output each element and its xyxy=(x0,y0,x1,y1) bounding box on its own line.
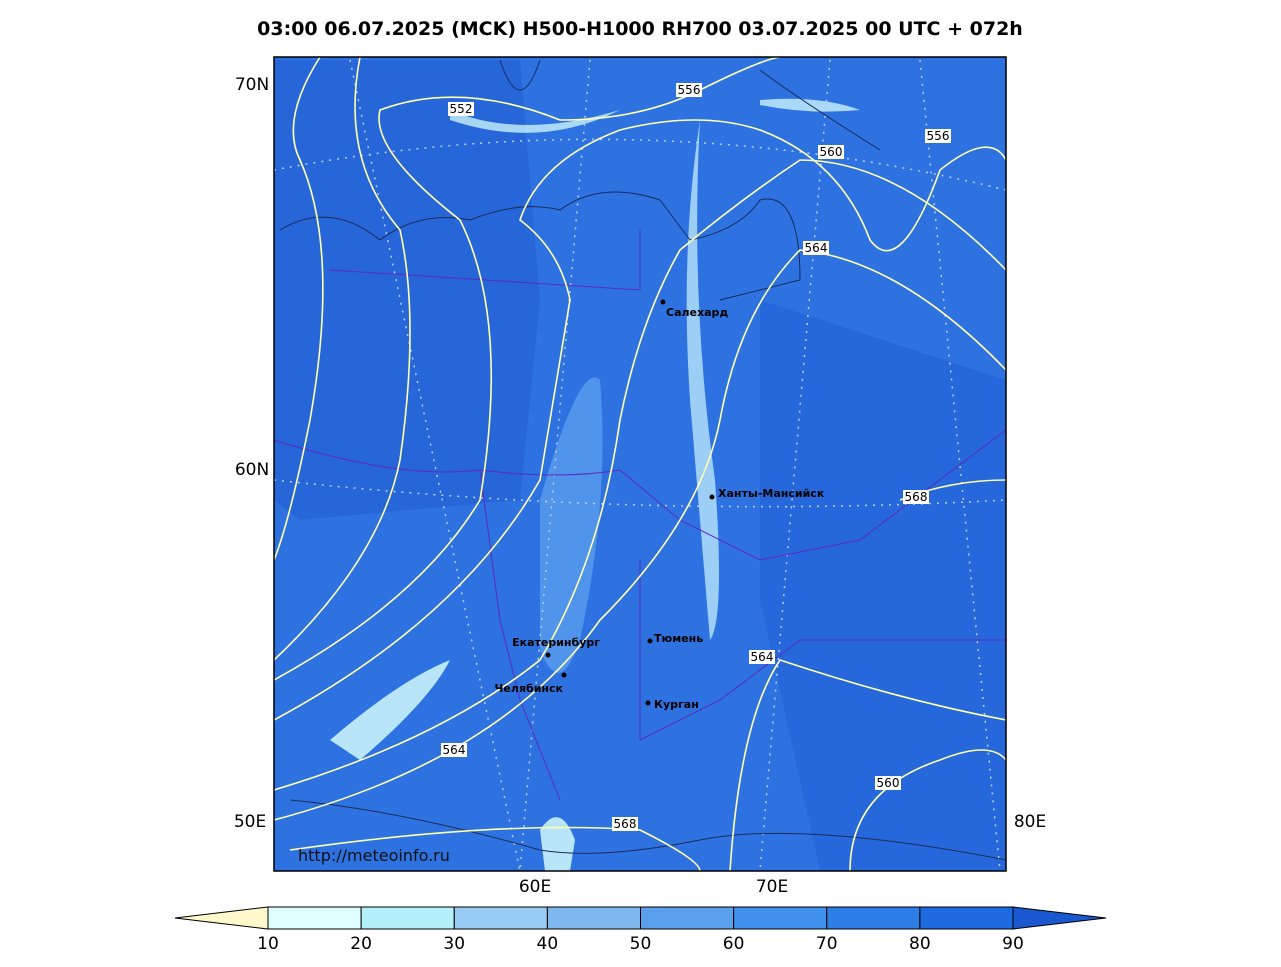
lon-label: 60E xyxy=(519,877,551,897)
colorbar-tick-label: 70 xyxy=(816,934,838,954)
contour-label-bg xyxy=(818,145,844,159)
contour-label: 568 xyxy=(614,817,637,831)
city-dot xyxy=(645,700,651,706)
contour-label: 556 xyxy=(678,83,701,97)
contour-label: 560 xyxy=(820,145,843,159)
colorbar-segment xyxy=(546,906,641,930)
contour-label-bg xyxy=(612,817,638,831)
colorbar-segment xyxy=(826,906,921,930)
colorbar-tick-label: 50 xyxy=(630,934,652,954)
colorbar-segment xyxy=(267,906,362,930)
lon-label: 70E xyxy=(756,877,788,897)
colorbar-tick-label: 40 xyxy=(537,934,559,954)
map-overlay: 70N 60N 50E 60E 70E 80E 552 556 556 560 564 568 564 5… xyxy=(234,75,1046,897)
contour-label-bg xyxy=(448,102,474,116)
city-dot xyxy=(561,672,567,678)
city-label: Ханты-Мансийск xyxy=(718,487,825,500)
contour-label: 560 xyxy=(877,776,900,790)
source-url: http://meteoinfo.ru xyxy=(298,846,450,865)
title: 03:00 06.07.2025 (MCK) H500-H1000 RH700 … xyxy=(257,18,1023,40)
contour-label: 564 xyxy=(751,650,774,664)
contour-label-bg xyxy=(441,743,467,757)
colorbar-segment xyxy=(453,906,548,930)
contour-label: 564 xyxy=(805,241,828,255)
contour-label-bg xyxy=(925,129,951,143)
colorbar-tick-label: 60 xyxy=(723,934,745,954)
map-field xyxy=(274,57,1006,871)
city-label: Екатеринбург xyxy=(512,636,600,649)
colorbar-segment xyxy=(733,906,828,930)
lon-label: 50E xyxy=(234,812,266,832)
colorbar-tick-label: 20 xyxy=(350,934,372,954)
city-label: Тюмень xyxy=(654,632,703,645)
city-label: Курган xyxy=(654,698,699,711)
colorbar-extend-low xyxy=(174,906,269,930)
city-label: Челябинск xyxy=(495,682,564,695)
city-label: Салехард xyxy=(666,306,728,319)
contour-label-bg xyxy=(803,241,829,255)
colorbar-segment xyxy=(640,906,735,930)
city-dot xyxy=(647,638,653,644)
contour-label-bg xyxy=(903,490,929,504)
contour-label: 552 xyxy=(450,102,473,116)
colorbar-tick-label: 10 xyxy=(257,934,279,954)
city-dot xyxy=(709,494,715,500)
contour-label-bg xyxy=(749,650,775,664)
contour-label: 564 xyxy=(443,743,466,757)
contour-label-bg xyxy=(676,83,702,97)
contour-label: 556 xyxy=(927,129,950,143)
contour-label: 568 xyxy=(905,490,928,504)
city-dot xyxy=(545,652,551,658)
city-dot xyxy=(660,299,666,305)
colorbar-segment xyxy=(919,906,1014,930)
colorbar-tick-label: 90 xyxy=(1002,934,1024,954)
lon-label: 80E xyxy=(1014,812,1046,832)
colorbar-tick-label: 30 xyxy=(443,934,465,954)
colorbar-segment xyxy=(360,906,455,930)
lat-label: 70N xyxy=(235,75,269,95)
lat-label: 60N xyxy=(235,460,269,480)
colorbar: 10 20 30 40 50 60 70 80 90 xyxy=(174,906,1107,954)
colorbar-extend-high xyxy=(1012,906,1107,930)
contour-label-bg xyxy=(875,776,901,790)
map-frame xyxy=(273,56,1007,872)
colorbar-tick-label: 80 xyxy=(909,934,931,954)
